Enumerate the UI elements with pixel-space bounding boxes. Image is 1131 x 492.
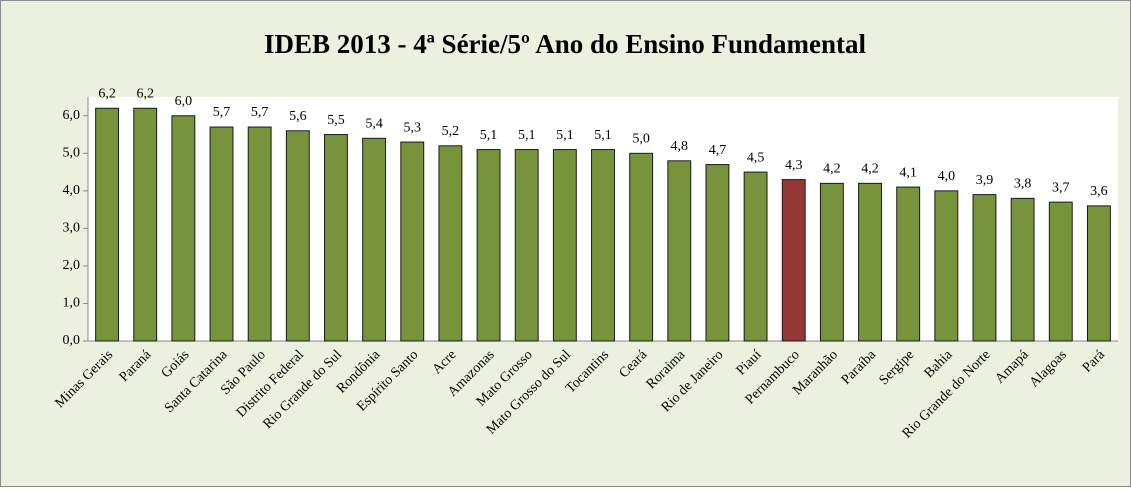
bar (934, 190, 959, 342)
bar (514, 149, 539, 342)
value-label: 4,7 (709, 143, 727, 158)
bar (438, 145, 463, 342)
value-label: 6,2 (136, 86, 154, 101)
value-label: 4,8 (671, 139, 689, 154)
value-label: 5,1 (518, 128, 536, 143)
bar (819, 182, 844, 342)
bar (667, 160, 692, 342)
bar (591, 149, 615, 342)
bar (247, 126, 272, 342)
bar (705, 164, 730, 342)
value-label: 5,1 (480, 128, 498, 143)
bar (629, 152, 654, 342)
value-label: 5,4 (365, 117, 383, 132)
value-label: 4,1 (899, 165, 917, 180)
bar (972, 194, 997, 342)
bar (743, 171, 768, 342)
bar (1086, 205, 1111, 342)
value-label: 5,6 (289, 109, 307, 124)
value-label: 5,5 (327, 113, 345, 128)
value-label: 5,2 (442, 124, 460, 139)
y-tick-label: 1,0 (63, 296, 81, 311)
value-label: 6,0 (175, 94, 193, 109)
bar (896, 186, 921, 342)
bar (324, 134, 348, 342)
value-label: 4,3 (785, 158, 803, 173)
value-label: 3,7 (1052, 180, 1070, 195)
value-label: 5,1 (594, 128, 612, 143)
value-label: 4,2 (823, 162, 841, 177)
y-tick-label: 2,0 (63, 258, 81, 273)
bar (552, 149, 577, 342)
bar (171, 115, 196, 342)
value-label: 4,2 (861, 162, 879, 177)
chart-title: IDEB 2013 - 4ª Série/5º Ano do Ensino Fu… (264, 29, 867, 59)
y-tick-label: 3,0 (63, 221, 81, 236)
value-label: 4,5 (747, 150, 765, 165)
bar (362, 137, 387, 342)
value-label: 3,9 (976, 173, 994, 188)
y-tick-label: 4,0 (63, 183, 81, 198)
bar (400, 141, 425, 342)
value-label: 3,6 (1090, 184, 1108, 199)
value-label: 5,7 (251, 105, 269, 120)
bar (781, 179, 806, 342)
value-label: 5,1 (556, 128, 574, 143)
y-tick-label: 0,0 (63, 333, 81, 348)
bar (209, 126, 234, 342)
bar (476, 149, 501, 342)
bar (95, 107, 120, 342)
value-label: 3,8 (1014, 177, 1032, 192)
value-label: 5,3 (404, 120, 422, 135)
y-tick-label: 6,0 (63, 108, 81, 123)
bar (285, 130, 310, 342)
value-label: 6,2 (98, 86, 116, 101)
value-label: 4,0 (938, 169, 956, 184)
bar (858, 182, 882, 342)
value-label: 5,7 (213, 105, 231, 120)
y-tick-label: 5,0 (63, 146, 81, 161)
bar (1010, 197, 1035, 342)
bar (1048, 201, 1073, 342)
bar (133, 107, 158, 342)
value-label: 5,0 (632, 132, 650, 147)
